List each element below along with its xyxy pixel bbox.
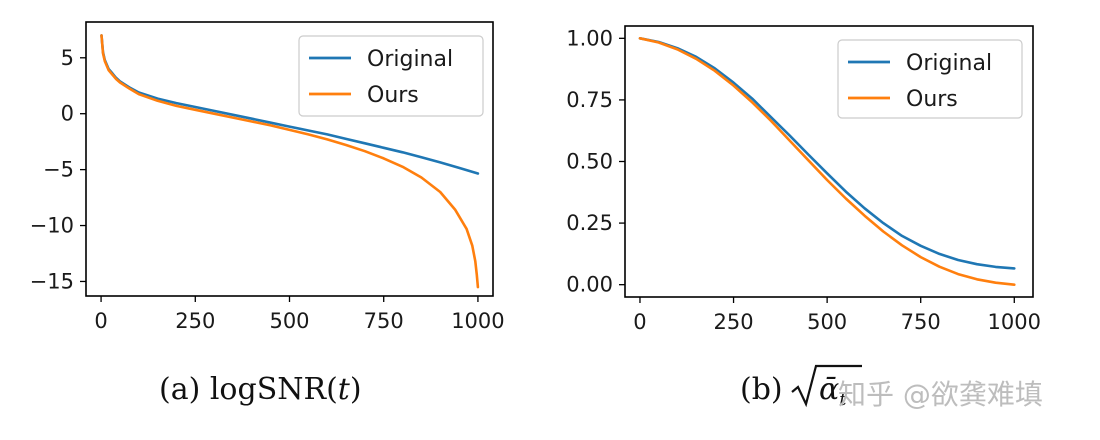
series-line-original [638,36,1016,270]
y-tick-label: 0.50 [566,150,613,174]
legend-label-original: Original [367,47,453,72]
x-tick-label: 750 [901,310,941,334]
x-tick-label: 750 [364,309,404,333]
x-tick-label: 500 [807,310,847,334]
axis-ticks: 0 250 500 750 1000 5 0 −5 −10 −15 [30,46,505,333]
legend-label-ours: Ours [367,83,419,108]
x-tick-label: 250 [714,310,754,334]
y-tick-label: 0 [61,102,74,126]
caption-b-label: (b) [740,372,783,407]
series-lines [100,34,480,289]
legend-label-original: Original [906,51,992,76]
x-tick-label: 250 [175,309,215,333]
axis-ticks: 0 250 500 750 1000 1.00 0.75 0.50 0.25 0.00 [566,26,1041,334]
y-tick-label: 0.00 [566,273,613,297]
panel-sqrt-alpha-bar: 0 250 500 750 1000 1.00 0.75 0.50 0.25 0.00 Origi… [566,25,1041,410]
x-tick-label: 1000 [988,310,1041,334]
caption-a-close: ) [350,372,362,407]
legend-box [298,35,484,117]
y-tick-label: −15 [30,269,74,293]
watermark: 知乎 @欲龚难填 [838,378,1043,411]
panel-logsnr: 0 250 500 750 1000 5 0 −5 −10 −15 Original Ours (a… [30,21,505,407]
legend-label-ours: Ours [906,87,958,112]
series-line-ours [100,34,480,289]
legend: Original Ours [298,35,484,117]
y-tick-label: 1.00 [566,26,613,50]
caption-a-label: (a) logSNR( [159,372,338,407]
series-lines [638,36,1016,287]
sqrt-symbol [791,364,862,408]
y-tick-label: 0.25 [566,211,613,235]
y-tick-label: 5 [61,46,74,70]
caption-a-var: t [338,372,351,407]
x-tick-label: 500 [269,309,309,333]
caption-b: (b) ᾱt [740,364,862,410]
y-tick-label: −10 [30,214,74,238]
y-tick-label: −5 [43,158,74,182]
y-tick-label: 0.75 [566,88,613,112]
series-line-ours [638,36,1016,287]
x-tick-label: 0 [94,309,107,333]
legend: Original Ours [837,39,1023,119]
caption-a: (a) logSNR(t) [159,372,362,407]
x-tick-label: 0 [633,310,646,334]
x-tick-label: 1000 [451,309,504,333]
